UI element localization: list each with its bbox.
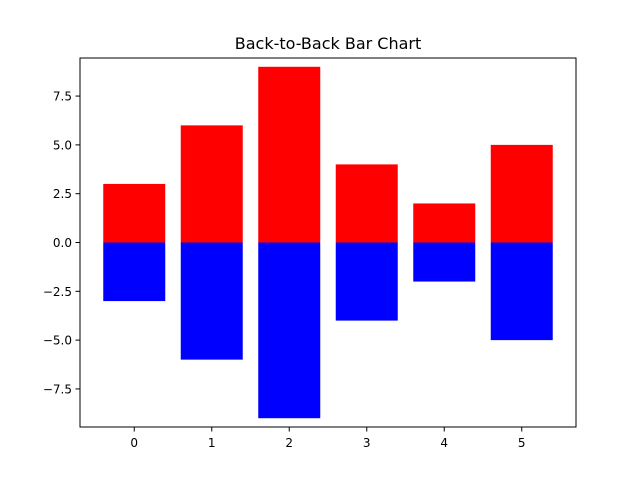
positive-bar-0 — [103, 183, 166, 243]
bars-group — [103, 66, 553, 419]
x-tick-label-5: 5 — [518, 436, 526, 450]
y-tick-label-5: 5.0 — [53, 138, 72, 152]
x-tick-label-4: 4 — [440, 436, 448, 450]
y-tick-label-6: 7.5 — [53, 90, 72, 104]
y-tick-label-1: −5.0 — [43, 334, 72, 348]
negative-bar-2 — [258, 242, 321, 419]
x-tick-label-3: 3 — [363, 436, 371, 450]
y-tick-label-4: 2.5 — [53, 187, 72, 201]
positive-bar-3 — [335, 164, 398, 243]
positive-bar-5 — [490, 144, 553, 243]
x-axis: 0 1 2 3 4 5 — [130, 427, 526, 450]
negative-bar-1 — [180, 242, 243, 360]
positive-bar-4 — [413, 203, 476, 243]
y-axis: −7.5 −5.0 −2.5 0.0 2.5 5.0 7.5 — [43, 90, 80, 396]
positive-bar-1 — [180, 125, 243, 243]
x-tick-label-1: 1 — [208, 436, 216, 450]
negative-bar-4 — [413, 242, 476, 282]
y-tick-label-2: −2.5 — [43, 285, 72, 299]
negative-bar-3 — [335, 242, 398, 321]
positive-bar-2 — [258, 66, 321, 243]
y-tick-label-3: 0.0 — [53, 236, 72, 250]
x-tick-label-0: 0 — [130, 436, 138, 450]
x-tick-label-2: 2 — [285, 436, 293, 450]
negative-bar-5 — [490, 242, 553, 341]
y-tick-label-0: −7.5 — [43, 382, 72, 396]
negative-bar-0 — [103, 242, 166, 302]
chart-title: Back-to-Back Bar Chart — [235, 34, 422, 53]
